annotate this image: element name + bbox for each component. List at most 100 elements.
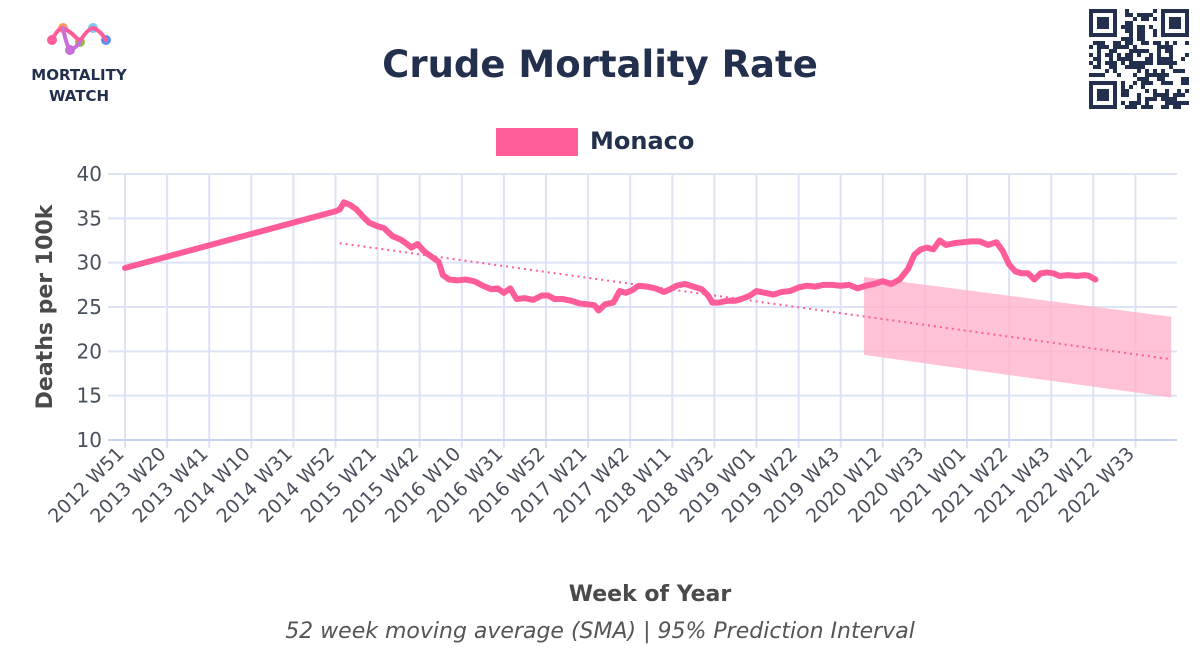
qr-module bbox=[1137, 25, 1141, 29]
qr-module bbox=[1185, 53, 1189, 57]
qr-module bbox=[1097, 41, 1101, 45]
qr-module bbox=[1161, 105, 1165, 109]
qr-module bbox=[1153, 9, 1157, 13]
qr-module bbox=[1141, 65, 1145, 69]
qr-module bbox=[1133, 17, 1137, 21]
qr-finder-core bbox=[1097, 17, 1109, 29]
qr-module bbox=[1121, 37, 1125, 41]
qr-module bbox=[1153, 89, 1157, 93]
qr-module bbox=[1117, 45, 1121, 49]
qr-module bbox=[1089, 73, 1093, 77]
qr-module bbox=[1145, 105, 1149, 109]
qr-module bbox=[1173, 105, 1177, 109]
qr-module bbox=[1157, 57, 1161, 61]
logo-text-line2: WATCH bbox=[49, 87, 109, 105]
qr-module bbox=[1137, 101, 1141, 105]
qr-module bbox=[1109, 61, 1113, 65]
qr-module bbox=[1161, 93, 1165, 97]
qr-module bbox=[1149, 25, 1153, 29]
qr-module bbox=[1097, 45, 1101, 49]
qr-module bbox=[1177, 101, 1181, 105]
qr-module bbox=[1157, 77, 1161, 81]
qr-module bbox=[1169, 101, 1173, 105]
qr-module bbox=[1141, 81, 1145, 85]
grid bbox=[108, 173, 1177, 448]
qr-module bbox=[1125, 25, 1129, 29]
x-axis-title: Week of Year bbox=[569, 582, 732, 607]
qr-module bbox=[1125, 89, 1129, 93]
qr-module bbox=[1129, 49, 1133, 53]
qr-module bbox=[1161, 57, 1165, 61]
qr-module bbox=[1149, 105, 1153, 109]
qr-module bbox=[1185, 89, 1189, 93]
qr-module bbox=[1141, 41, 1145, 45]
qr-module bbox=[1149, 73, 1153, 77]
qr-module bbox=[1141, 25, 1145, 29]
qr-module bbox=[1121, 93, 1125, 97]
qr-module bbox=[1125, 105, 1129, 109]
qr-module bbox=[1121, 85, 1125, 89]
qr-module bbox=[1169, 57, 1173, 61]
qr-module bbox=[1145, 57, 1149, 61]
qr-module bbox=[1145, 41, 1149, 45]
qr-module bbox=[1105, 61, 1109, 65]
y-axis-title: Deaths per 100k bbox=[33, 203, 58, 409]
qr-module bbox=[1133, 61, 1137, 65]
qr-module bbox=[1125, 93, 1129, 97]
qr-module bbox=[1161, 61, 1165, 65]
qr-module bbox=[1137, 29, 1141, 33]
qr-module bbox=[1133, 45, 1137, 49]
y-tick-label: 40 bbox=[77, 162, 102, 186]
qr-finder-core bbox=[1097, 89, 1109, 101]
qr-module bbox=[1173, 61, 1177, 65]
y-tick-label: 30 bbox=[77, 251, 102, 275]
qr-module bbox=[1133, 105, 1137, 109]
qr-module bbox=[1129, 41, 1133, 45]
qr-module bbox=[1101, 73, 1105, 77]
qr-module bbox=[1153, 41, 1157, 45]
qr-module bbox=[1145, 81, 1149, 85]
qr-module bbox=[1121, 25, 1125, 29]
qr-module bbox=[1105, 45, 1109, 49]
qr-module bbox=[1173, 93, 1177, 97]
qr-module bbox=[1089, 45, 1093, 49]
qr-module bbox=[1125, 21, 1129, 25]
y-axis-ticks: 10 15 20 25 30 35 40 bbox=[77, 162, 102, 452]
qr-module bbox=[1177, 93, 1181, 97]
qr-module bbox=[1145, 77, 1149, 81]
qr-module bbox=[1153, 29, 1157, 33]
legend: Monaco bbox=[496, 127, 694, 156]
qr-module bbox=[1141, 61, 1145, 65]
qr-module bbox=[1129, 25, 1133, 29]
qr-module bbox=[1121, 57, 1125, 61]
qr-module bbox=[1145, 49, 1149, 53]
qr-module bbox=[1129, 53, 1133, 57]
qr-module bbox=[1129, 57, 1133, 61]
qr-module bbox=[1157, 61, 1161, 65]
qr-module bbox=[1137, 77, 1141, 81]
qr-module bbox=[1129, 29, 1133, 33]
qr-module bbox=[1093, 57, 1097, 61]
y-tick-label: 25 bbox=[77, 295, 102, 319]
qr-module bbox=[1181, 101, 1185, 105]
qr-module bbox=[1113, 41, 1117, 45]
qr-module bbox=[1117, 73, 1121, 77]
qr-module bbox=[1125, 45, 1129, 49]
qr-module bbox=[1125, 29, 1129, 33]
qr-module bbox=[1161, 45, 1165, 49]
qr-module bbox=[1149, 57, 1153, 61]
qr-module bbox=[1149, 61, 1153, 65]
qr-module bbox=[1173, 69, 1177, 73]
qr-module bbox=[1185, 41, 1189, 45]
qr-module bbox=[1105, 69, 1109, 73]
qr-module bbox=[1129, 65, 1133, 69]
qr-module bbox=[1121, 89, 1125, 93]
qr-module bbox=[1093, 41, 1097, 45]
qr-module bbox=[1165, 41, 1169, 45]
qr-module bbox=[1121, 81, 1125, 85]
qr-module bbox=[1137, 97, 1141, 101]
trend-line bbox=[339, 242, 1172, 361]
qr-module bbox=[1161, 69, 1165, 73]
qr-module bbox=[1137, 49, 1141, 53]
